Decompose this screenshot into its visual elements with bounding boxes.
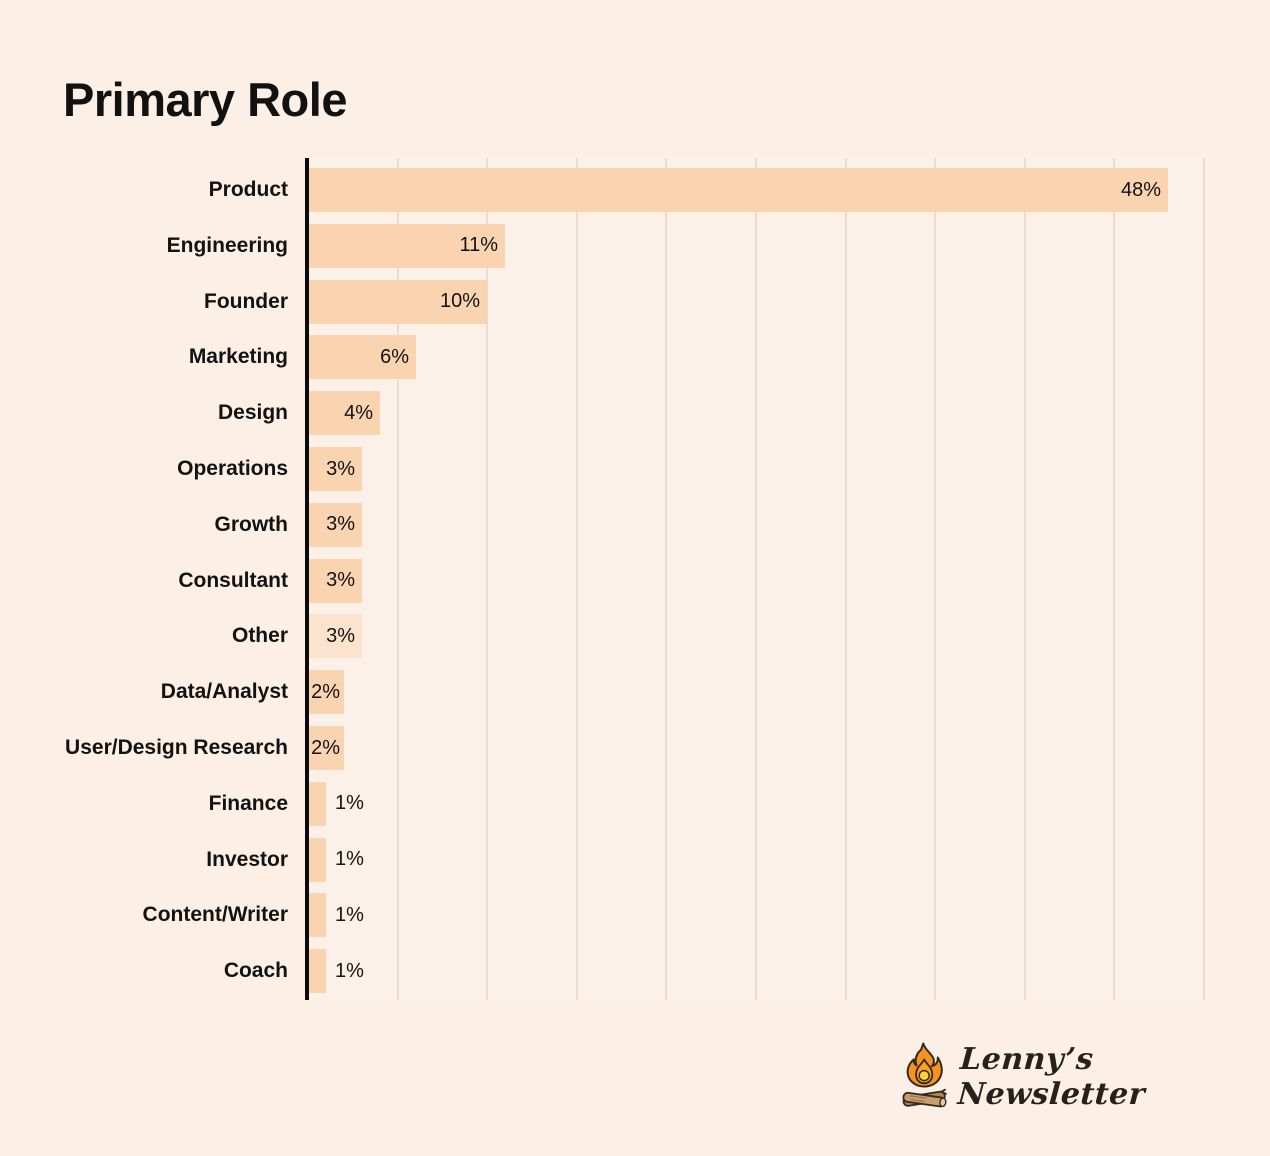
bar: 2% <box>308 670 344 715</box>
bar-row: 3% <box>308 447 362 491</box>
value-label: 1% <box>335 903 364 926</box>
bar: 2% <box>308 726 344 770</box>
value-label: 48% <box>1120 178 1161 201</box>
value-label: 6% <box>380 345 409 368</box>
category-label: User/Design Research <box>65 736 288 759</box>
bar <box>308 949 326 994</box>
value-label: 1% <box>335 792 364 815</box>
bar-row: 3% <box>308 502 362 547</box>
value-label: 3% <box>326 513 355 536</box>
gridline <box>1203 158 1205 1000</box>
bar: 3% <box>308 558 362 603</box>
bar-row: 3% <box>308 614 362 659</box>
gridline <box>844 158 847 1000</box>
value-label: 3% <box>326 457 355 480</box>
category-label: Product <box>208 178 288 201</box>
brand-name: Lenny’s Newsletter <box>956 1042 1147 1112</box>
bar: 3% <box>308 502 362 547</box>
value-label: 10% <box>439 290 480 313</box>
campfire-icon <box>902 1042 947 1108</box>
value-label: 11% <box>459 234 498 257</box>
bar <box>308 893 326 938</box>
category-label: Operations <box>177 457 288 480</box>
category-label: Consultant <box>178 568 288 592</box>
bar-row: 2% <box>308 726 344 770</box>
bar-row: 48% <box>308 168 1168 212</box>
bar-row: 11% <box>308 223 505 268</box>
category-label: Growth <box>214 512 289 536</box>
y-axis-line <box>305 158 309 1000</box>
gridline <box>755 158 757 1000</box>
bar-row: 1% <box>308 781 364 826</box>
bar: 3% <box>308 614 362 659</box>
plot-area: 48% 11% 10% 6% 4% 3% 3% 3% 3% 2% 2% 1% 1% 1% 1% <box>305 158 1205 1000</box>
category-label: Design <box>217 401 288 425</box>
category-label: Marketing <box>188 345 288 369</box>
gridline <box>486 158 489 1000</box>
bar-row: 1% <box>308 837 364 882</box>
gridline <box>1113 158 1116 1000</box>
gridline <box>934 158 937 1000</box>
value-label: 2% <box>311 736 340 759</box>
category-label: Coach <box>223 959 288 983</box>
bar-row: 4% <box>308 391 380 436</box>
value-label: 2% <box>311 680 340 703</box>
gridline <box>396 158 399 1000</box>
brand-lockup: Lenny’s Newsletter <box>897 1038 1270 1116</box>
bar-row: 3% <box>308 558 362 603</box>
chart-title: Primary Role <box>63 73 347 126</box>
bar <box>308 781 326 826</box>
bar-row: 1% <box>308 949 364 994</box>
bar: 10% <box>308 279 487 324</box>
bar-row: 10% <box>308 279 487 324</box>
category-label: Investor <box>206 847 288 871</box>
category-label: Founder <box>204 289 288 313</box>
category-label: Data/Analyst <box>160 680 288 704</box>
value-label: 1% <box>335 959 364 982</box>
bar: 4% <box>308 391 380 436</box>
category-label: Finance <box>208 791 288 815</box>
bar: 11% <box>308 223 505 268</box>
bar-row: 6% <box>308 335 416 380</box>
bar: 6% <box>308 335 416 380</box>
bar: 48% <box>308 168 1168 212</box>
gridline <box>665 158 668 1000</box>
bar-row: 2% <box>308 670 344 715</box>
category-label: Other <box>231 624 288 648</box>
value-label: 3% <box>326 569 355 592</box>
category-label: Engineering <box>166 233 288 257</box>
value-label: 1% <box>335 848 364 871</box>
gridline <box>575 158 578 1000</box>
bar: 3% <box>308 447 362 491</box>
value-label: 3% <box>326 624 355 647</box>
value-label: 4% <box>344 401 373 424</box>
category-label: Content/Writer <box>142 903 288 927</box>
bar-row: 1% <box>308 893 364 938</box>
gridline <box>1023 158 1026 1000</box>
bar <box>308 837 326 882</box>
